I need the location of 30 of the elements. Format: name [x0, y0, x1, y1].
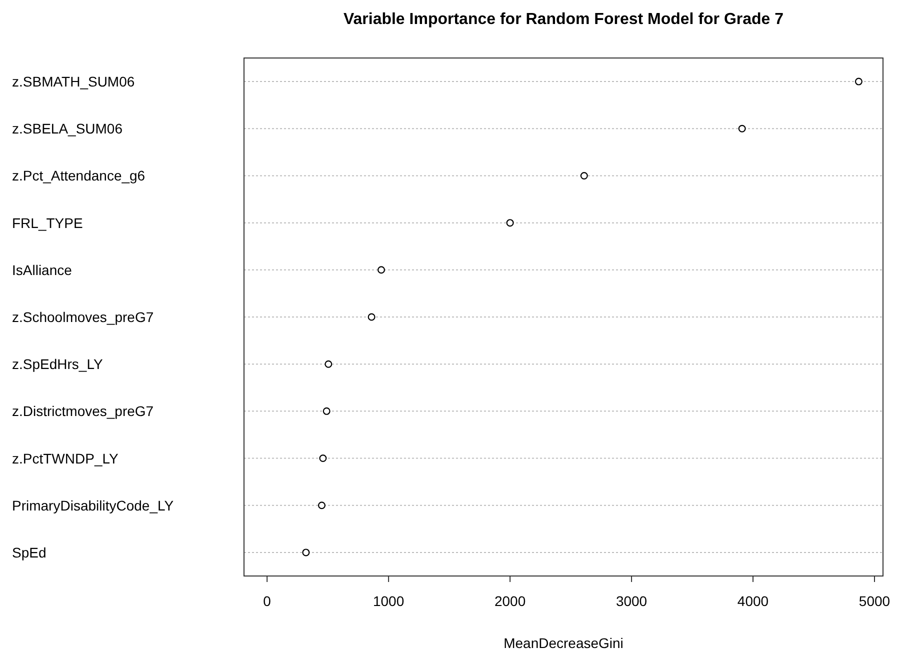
point: [322, 407, 330, 415]
point: [506, 219, 514, 227]
x-tick-label: 0: [263, 593, 272, 609]
point: [318, 502, 326, 510]
y-tick-label: z.SpEdHrs_LY: [12, 356, 104, 372]
x-tick-label: 1000: [372, 593, 404, 609]
x-axis-title: MeanDecreaseGini: [504, 635, 624, 651]
y-tick-label: FRL_TYPE: [12, 214, 83, 231]
point: [854, 78, 862, 86]
y-tick-label: z.PctTWNDP_LY: [12, 450, 119, 466]
point: [378, 266, 386, 274]
point: [738, 124, 746, 132]
x-tick-label: 5000: [858, 593, 890, 609]
x-tick-label: 4000: [737, 593, 769, 609]
y-tick-label: z.SBELA_SUM06: [12, 120, 123, 137]
chart-title: Variable Importance for Random Forest Model for Grade 7: [343, 11, 784, 28]
x-tick-label: 3000: [616, 593, 648, 609]
y-tick-label: PrimaryDisabilityCode_LY: [12, 497, 174, 514]
y-tick-label: z.SBMATH_SUM06: [12, 74, 135, 90]
y-tick-label: z.Schoolmoves_preG7: [12, 309, 154, 325]
point: [302, 548, 310, 556]
x-tick-label: 2000: [494, 593, 526, 609]
point: [324, 360, 332, 368]
point: [368, 313, 376, 321]
y-tick-label: z.Pct_Attendance_g6: [12, 168, 146, 184]
y-tick-label: SpEd: [12, 544, 46, 560]
point: [319, 454, 327, 462]
point: [580, 172, 588, 180]
y-tick-label: z.Districtmoves_preG7: [12, 403, 154, 420]
y-tick-label: IsAlliance: [12, 262, 72, 278]
